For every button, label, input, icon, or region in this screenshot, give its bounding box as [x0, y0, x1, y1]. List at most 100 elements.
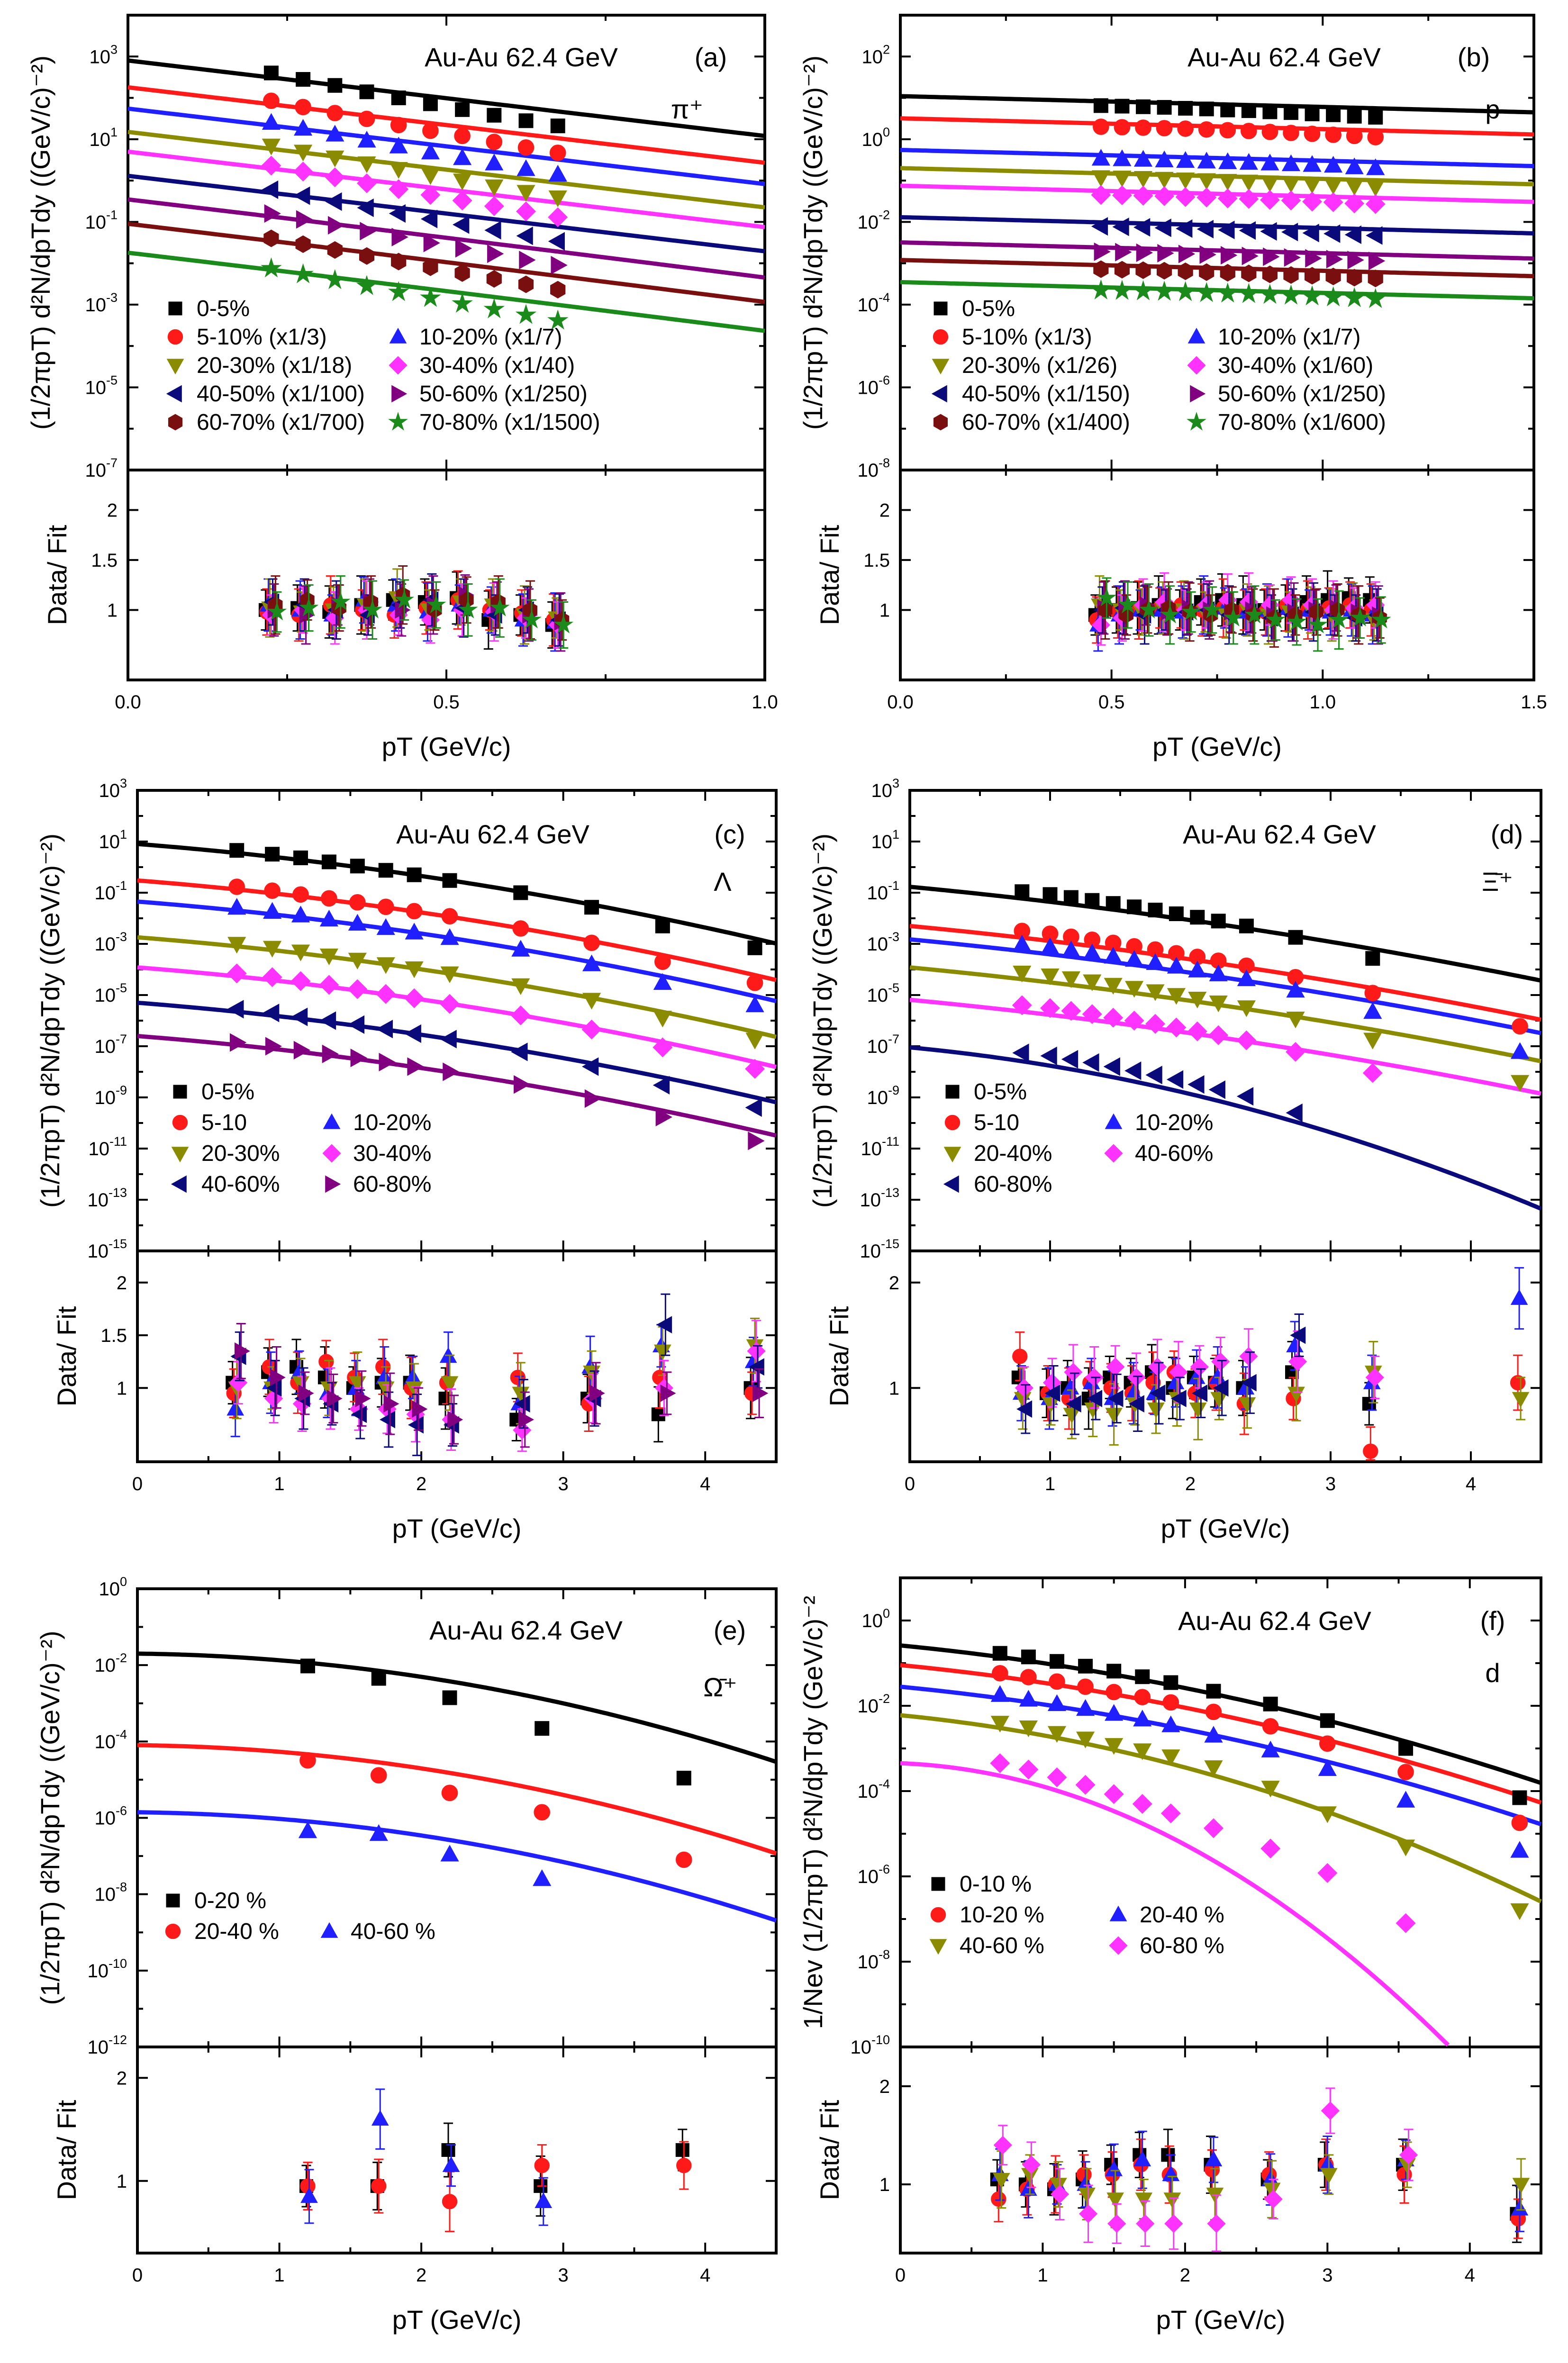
ratio-axis-label: Data/ Fit — [815, 2100, 844, 2200]
data-point — [535, 1721, 550, 1736]
data-point — [1368, 270, 1383, 288]
data-point — [1155, 150, 1174, 167]
legend-marker — [943, 1147, 961, 1163]
data-point — [1204, 1760, 1223, 1777]
fit-curve — [127, 250, 765, 333]
ratio-point — [441, 2143, 455, 2157]
x-tick-label: 0.5 — [1098, 692, 1125, 713]
data-point — [1319, 1735, 1336, 1752]
data-point — [1326, 250, 1343, 269]
legend-label: 60-80 % — [1140, 1933, 1224, 1958]
data-point — [1133, 150, 1153, 167]
ratio-point — [1160, 604, 1180, 624]
data-point — [265, 847, 280, 862]
data-point — [357, 131, 376, 148]
data-point — [348, 952, 367, 969]
data-point — [423, 96, 438, 111]
data-point — [675, 1851, 692, 1868]
data-point — [295, 99, 311, 116]
legend-label: 20-30% (x1/18) — [197, 353, 352, 378]
y-axis-label: (1/2πpT) d²N/dpTdy ((GeV/c)⁻²) — [35, 1630, 65, 2005]
data-point — [534, 1804, 551, 1821]
data-point — [370, 1767, 387, 1784]
data-point — [1260, 1838, 1281, 1859]
ratio-y-tick-label: 2 — [107, 500, 118, 521]
data-point — [452, 190, 472, 211]
data-point — [389, 179, 409, 199]
data-point — [1115, 243, 1132, 262]
data-point — [1239, 221, 1256, 240]
ratio-point — [748, 1358, 764, 1376]
data-point — [291, 944, 310, 961]
data-point — [1114, 119, 1131, 136]
data-point — [1305, 106, 1320, 121]
data-point — [992, 1646, 1007, 1661]
ratio-plot-frame — [136, 2046, 778, 2254]
data-point — [376, 918, 395, 935]
data-point — [261, 257, 282, 278]
legend-label: 0-5% — [974, 1079, 1027, 1105]
ratio-plot-frame — [908, 1249, 1542, 1463]
data-point — [747, 940, 762, 955]
legend-marker — [165, 1923, 181, 1939]
legend-marker — [1187, 356, 1206, 375]
ratio-point — [1127, 1368, 1146, 1387]
data-point — [1078, 1658, 1093, 1674]
data-point — [1106, 1664, 1122, 1679]
data-point — [1013, 934, 1032, 951]
x-tick-label: 4 — [700, 1474, 710, 1494]
data-point — [229, 843, 245, 858]
data-point — [1261, 1781, 1280, 1798]
data-point — [516, 226, 533, 245]
data-point — [1286, 1042, 1305, 1062]
data-point — [263, 902, 282, 919]
ratio-point — [589, 1385, 605, 1402]
data-point — [484, 221, 501, 240]
ratio-point — [1329, 609, 1349, 629]
data-point — [1134, 1689, 1151, 1705]
data-point — [582, 954, 601, 971]
legend-label: 0-5% — [197, 296, 250, 321]
data-point — [378, 863, 393, 878]
ratio-point — [992, 2173, 1010, 2189]
data-point — [1302, 224, 1319, 243]
ratio-point — [1365, 1368, 1384, 1387]
data-point — [1318, 1806, 1337, 1823]
fit-curve — [127, 130, 765, 210]
data-point — [453, 215, 470, 234]
legend-marker — [943, 1175, 959, 1193]
data-point — [264, 882, 281, 899]
data-point — [1369, 252, 1386, 271]
ratio-y-tick-label: 2 — [889, 1273, 899, 1294]
legend-label: 50-60% (x1/250) — [1218, 381, 1386, 407]
data-point — [299, 1752, 316, 1769]
data-point — [1323, 192, 1343, 212]
data-point — [1347, 109, 1362, 124]
data-point — [1106, 1684, 1122, 1701]
ratio-point — [1064, 1363, 1083, 1382]
data-point — [1040, 998, 1060, 1018]
data-point — [404, 988, 425, 1008]
data-point — [1241, 264, 1257, 282]
panel-d: 10-1510-1310-1110-910-710-510-310-110110… — [807, 776, 1542, 1543]
ratio-point — [363, 599, 382, 619]
fit-curve — [137, 1743, 777, 1856]
data-point — [547, 309, 569, 330]
x-tick-label: 1 — [274, 1474, 284, 1494]
data-point — [262, 138, 281, 155]
data-point — [1106, 896, 1121, 911]
data-point — [551, 256, 568, 275]
system-label: Au-Au 62.4 GeV — [1178, 1606, 1371, 1636]
x-tick-label: 0 — [895, 2265, 906, 2286]
data-point — [1197, 152, 1216, 169]
data-point — [1104, 978, 1123, 995]
data-point — [548, 164, 567, 182]
x-tick-label: 0 — [132, 2265, 143, 2286]
data-point — [263, 65, 279, 81]
data-point — [1199, 245, 1216, 264]
ratio-point — [1020, 2180, 1037, 2196]
data-point — [325, 192, 342, 211]
data-point — [453, 173, 472, 190]
data-point — [293, 162, 313, 182]
y-tick-label: 10-2 — [94, 1651, 127, 1676]
